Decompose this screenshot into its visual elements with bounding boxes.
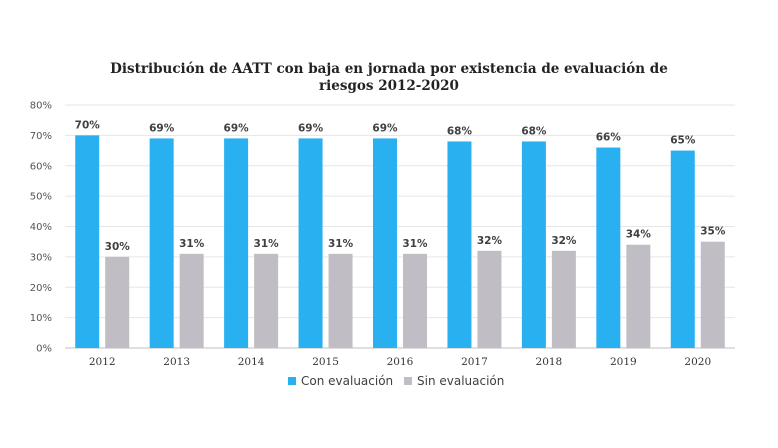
y-tick-label: 50%	[30, 192, 52, 203]
data-label: 65%	[670, 135, 696, 147]
bar-sin-evaluacion	[477, 250, 502, 348]
y-tick-label: 80%	[30, 101, 52, 112]
bar-sin-evaluacion	[179, 253, 204, 348]
bar-sin-evaluacion	[254, 253, 279, 348]
y-tick-label: 0%	[36, 344, 52, 355]
data-label: 31%	[254, 238, 280, 250]
chart-title-line-1: Distribución de AATT con baja en jornada…	[110, 61, 668, 77]
legend-swatch	[404, 377, 412, 385]
bar-sin-evaluacion	[626, 244, 651, 348]
legend-label: Sin evaluación	[417, 374, 504, 388]
bar-con-evaluacion	[670, 150, 695, 348]
bar-con-evaluacion	[149, 138, 174, 348]
data-label: 32%	[477, 235, 503, 247]
bar-con-evaluacion	[596, 147, 621, 348]
chart-title: Distribución de AATT con baja en jornada…	[0, 61, 778, 95]
x-tick-label: 2012	[89, 356, 116, 368]
y-tick-label: 20%	[30, 283, 52, 294]
bar-sin-evaluacion	[105, 256, 130, 348]
data-label: 32%	[551, 235, 577, 247]
data-label: 34%	[626, 229, 652, 241]
data-label: 31%	[179, 238, 205, 250]
bar-sin-evaluacion	[700, 241, 725, 348]
y-tick-label: 60%	[30, 161, 52, 172]
data-label: 66%	[596, 132, 622, 144]
bar-con-evaluacion	[447, 141, 472, 348]
data-label: 69%	[149, 122, 175, 134]
bar-sin-evaluacion	[551, 250, 576, 348]
bar-con-evaluacion	[75, 135, 100, 348]
x-tick-label: 2016	[387, 356, 414, 368]
data-label: 69%	[298, 122, 324, 134]
bar-con-evaluacion	[373, 138, 397, 348]
y-tick-label: 40%	[30, 222, 52, 233]
data-label: 70%	[75, 119, 101, 131]
x-tick-label: 2020	[684, 356, 711, 368]
data-label: 68%	[447, 125, 473, 137]
data-label: 35%	[700, 226, 726, 238]
chart-title-line-2: riesgos 2012-2020	[319, 78, 459, 94]
bar-con-evaluacion	[298, 138, 323, 348]
x-tick-label: 2019	[610, 356, 637, 368]
x-tick-label: 2015	[312, 356, 339, 368]
x-tick-label: 2014	[238, 356, 265, 368]
y-tick-label: 10%	[30, 313, 52, 324]
data-label: 69%	[372, 122, 398, 134]
data-label: 31%	[402, 238, 428, 250]
data-label: 31%	[328, 238, 354, 250]
legend-swatch	[288, 377, 296, 385]
data-label: 30%	[105, 241, 131, 253]
bar-con-evaluacion	[224, 138, 249, 348]
bar-sin-evaluacion	[328, 253, 353, 348]
bar-con-evaluacion	[521, 141, 546, 348]
y-tick-label: 30%	[30, 252, 52, 263]
bar-sin-evaluacion	[403, 253, 427, 348]
y-tick-label: 70%	[30, 131, 52, 142]
x-tick-label: 2017	[461, 356, 488, 368]
data-label: 69%	[224, 122, 250, 134]
data-label: 68%	[521, 125, 547, 137]
x-tick-label: 2013	[163, 356, 190, 368]
legend-label: Con evaluación	[301, 374, 393, 388]
x-tick-label: 2018	[536, 356, 563, 368]
